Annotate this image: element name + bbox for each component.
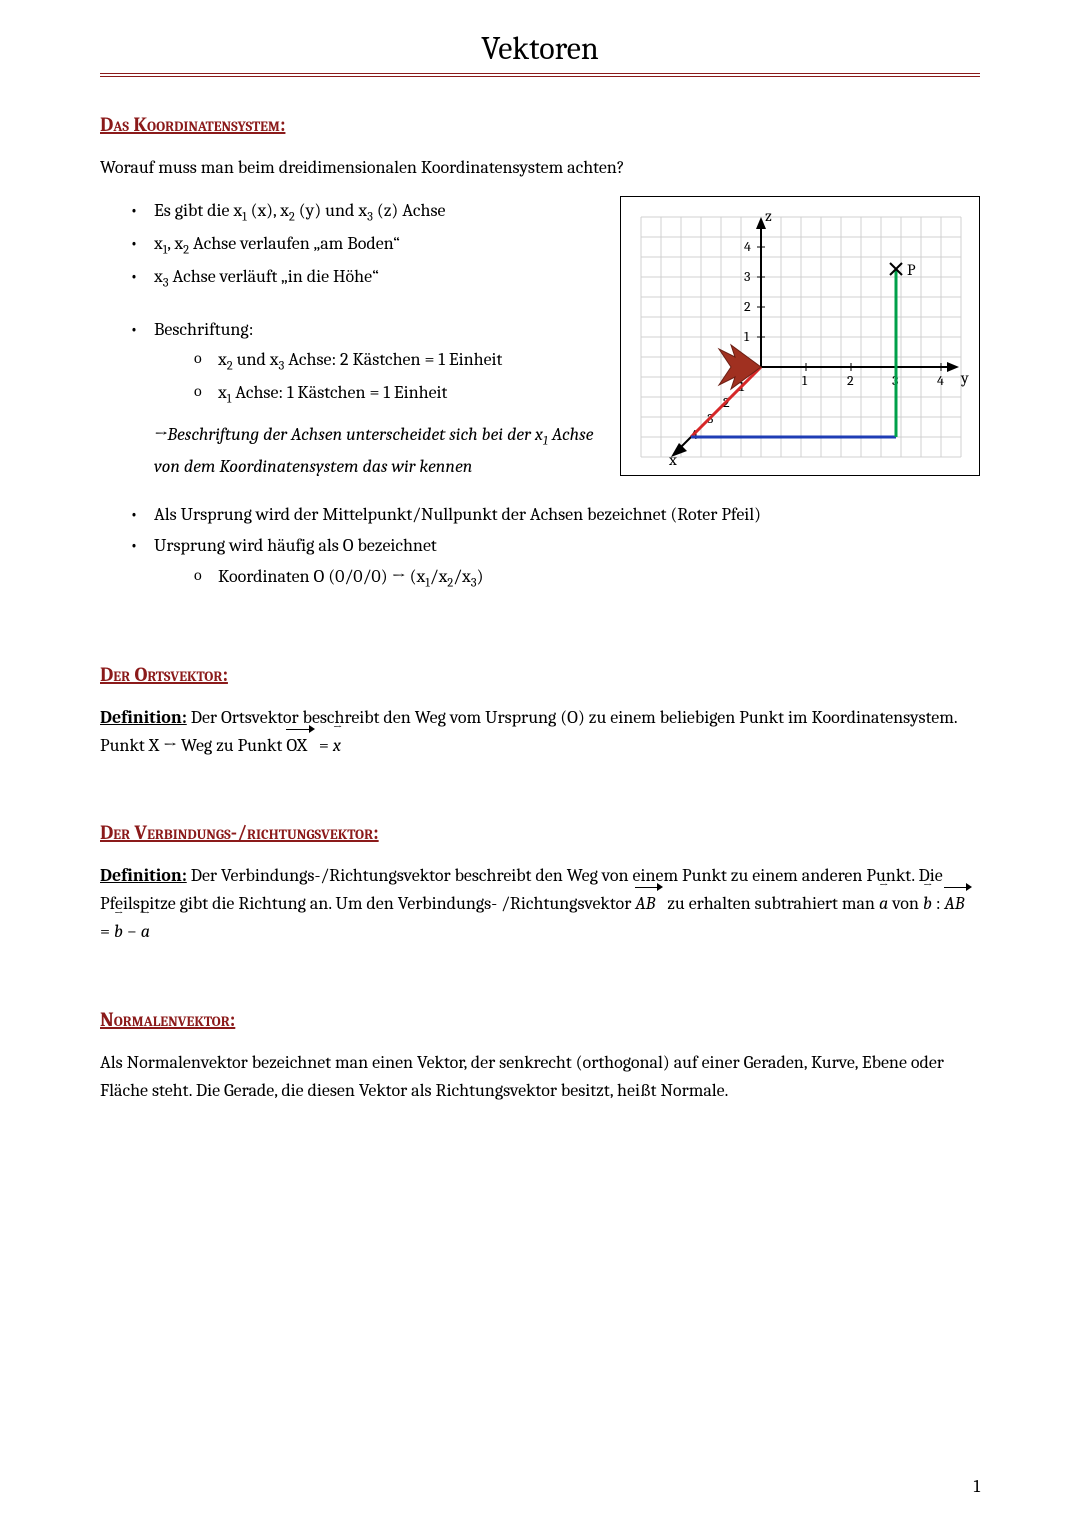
sub-bullet-coords: Koordinaten O (0/0/0) → (x1/x2/x3) [194,562,980,595]
sub-bullet-x1: x1 Achse: 1 Kästchen = 1 Einheit [194,378,980,411]
bullet-ursprung: Als Ursprung wird der Mittelpunkt/Nullpu… [130,500,980,531]
vector-ab-2: AB [944,890,964,918]
ortsvektor-definition: Definition: Der Ortsvektor beschreibt de… [100,704,980,760]
heading-verbindungsvektor: Der Verbindungs-/richtungsvektor: [100,821,980,844]
definition-label: Definition: [100,707,187,728]
intro-text: Worauf muss man beim dreidimensionalen K… [100,154,980,182]
bullet-list-1: Es gibt die x1 (x), x2 (y) und x3 (z) Ac… [100,196,980,295]
heading-normalenvektor: Normalenvektor: [100,1008,980,1031]
normalenvektor-body: Als Normalenvektor bezeichnet man einen … [100,1049,980,1105]
sub-bullet-x2x3: x2 und x3 Achse: 2 Kästchen = 1 Einheit [194,345,980,378]
heading-ortsvektor: Der Ortsvektor: [100,663,980,686]
bullet-hoehe: x3 Achse verläuft „in die Höhe“ [130,262,980,295]
page-number: 1 [973,1476,980,1497]
vector-b-2: b [114,918,123,946]
vector-a-2: a [141,918,150,946]
vector-ab: AB [635,890,655,918]
bullet-axes: Es gibt die x1 (x), x2 (y) und x3 (z) Ac… [130,196,980,229]
bullet-list-3: Als Ursprung wird der Mittelpunkt/Nullpu… [100,500,980,594]
page-title: Vektoren [100,30,980,77]
vector-a: a [879,890,888,918]
vector-ox: OX [286,732,307,760]
bullet-list-2: Beschriftung: x2 und x3 Achse: 2 Kästche… [100,315,980,412]
definition-label-2: Definition: [100,865,187,886]
x-axis-label: x [668,451,677,467]
vector-b: b [923,890,932,918]
bullet-o: Ursprung wird häufig als O bezeichnet Ko… [130,531,980,595]
z-tick-2: 2 [744,298,751,315]
heading-koordinatensystem: Das Koordinatensystem: [100,113,980,136]
bullet-boden: x1, x2 Achse verlaufen „am Boden“ [130,229,980,262]
verbindungsvektor-definition: Definition: Der Verbindungs-/Richtungsve… [100,862,980,946]
vector-x: x [333,732,341,760]
bullet-beschriftung: Beschriftung: x2 und x3 Achse: 2 Kästche… [130,315,980,412]
